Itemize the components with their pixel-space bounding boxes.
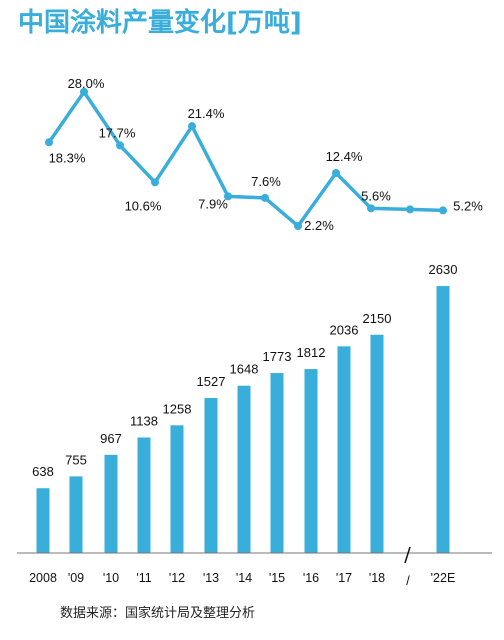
line-point [439,206,447,215]
line-point [116,141,124,150]
line-point [188,122,196,131]
bar-value-label: 2036 [330,322,359,337]
bar-value-label: 1812 [297,345,326,360]
chart-title: 中国涂料产量变化[万吨] [18,8,302,38]
x-tick-label: '17 [336,571,352,585]
line-value-label: 10.6% [125,198,162,213]
line-point [406,205,414,214]
line-point [45,138,53,147]
bar-value-label: 1648 [230,362,259,377]
line-point [261,193,269,202]
bar-value-label: 638 [32,464,54,479]
x-tick-label: '18 [369,571,385,585]
x-tick-label: '15 [269,571,285,585]
line-point [80,87,88,96]
bar [237,385,251,553]
bar-value-label: 2630 [429,262,458,277]
bar [170,425,184,553]
line-point [151,178,159,187]
x-axis: / [17,546,492,588]
bar [36,488,50,553]
x-tick-labels: 2008 '09 '10 '11 '12 '13 '14 '15 '16 '17 '18 '22E [29,571,455,585]
line-value-label: 17.7% [99,125,136,140]
x-tick-label: 2008 [29,571,57,585]
line-value-label: 7.6% [251,174,281,189]
bar [370,334,384,553]
x-tick-label: '10 [103,571,119,585]
line-point [294,222,302,230]
line-point [332,168,340,177]
bar [304,369,318,553]
bar [104,454,118,553]
bar [69,476,83,553]
x-tick-label: '16 [303,571,319,585]
bar [337,346,351,553]
line-value-label: 12.4% [326,149,363,164]
bar [436,286,450,553]
x-tick-label: '13 [203,571,219,585]
x-tick-label: '12 [169,571,185,585]
line-point [224,192,232,201]
line-value-label: 2.2% [304,218,334,233]
x-tick-label: '14 [236,571,252,585]
bar-value-label: 1138 [130,413,158,428]
line-value-label: 5.2% [453,198,483,213]
bar-value-label: 1773 [263,349,292,364]
growth-line [47,90,444,228]
bar-value-label: 755 [65,452,87,467]
bar-value-label: 2150 [363,311,392,326]
line-series: 18.3% 28.0% 17.7% 10.6% 21.4% 7.9% 7.6% 2.2% 12.… [45,76,483,233]
x-tick-label: '22E [431,571,456,585]
bar [270,373,284,553]
x-tick-label: '11 [136,571,151,585]
bar-series: 638 755 967 1138 1258 1527 1648 1773 1812 2036 215… [32,262,457,553]
line-value-label: 28.0% [68,76,105,91]
x-tick-label: '09 [68,571,84,585]
bar-value-label: 967 [100,431,122,446]
bar [204,398,218,553]
axis-break-label: / [406,574,410,588]
axis-break-mark [404,546,411,564]
line-value-label: 21.4% [188,106,225,121]
bar-value-label: 1258 [163,401,192,416]
bar [137,437,151,553]
bar-value-label: 1527 [197,374,226,389]
line-value-label: 7.9% [198,196,228,211]
line-value-label: 5.6% [361,188,391,203]
line-value-label: 18.3% [49,150,86,165]
data-source-note: 数据来源：国家统计局及整理分析 [60,606,256,621]
line-point [367,204,375,213]
